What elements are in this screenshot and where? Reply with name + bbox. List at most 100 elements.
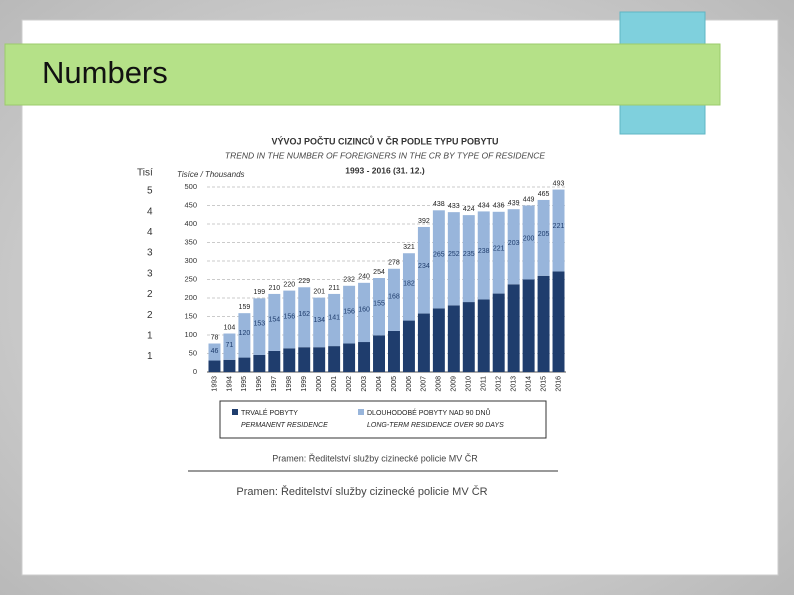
total-label: 210 <box>268 285 280 292</box>
bar-segment <box>522 279 535 372</box>
bar-segment <box>238 313 251 358</box>
total-label: 449 <box>523 196 535 203</box>
bar-segment <box>328 293 341 347</box>
chart-subtitle: TREND IN THE NUMBER OF FOREIGNERS IN THE… <box>225 150 546 160</box>
value-label: 234 <box>418 263 430 270</box>
value-label: 46 <box>211 348 219 355</box>
x-tick-label: 1998 <box>286 376 293 392</box>
total-label: 232 <box>343 277 355 284</box>
y-tick-label: 350 <box>184 237 197 246</box>
value-label: 153 <box>254 321 266 328</box>
bar-segment <box>343 285 356 344</box>
legend-label-en: PERMANENT RESIDENCE <box>241 422 328 429</box>
bar-segment <box>507 209 520 285</box>
bar-segment <box>537 199 550 276</box>
value-label: 154 <box>268 316 280 323</box>
total-label: 392 <box>418 218 430 225</box>
x-tick-label: 2001 <box>331 376 338 392</box>
value-label: 252 <box>448 251 460 258</box>
bar-segment <box>477 211 490 300</box>
value-label: 200 <box>523 236 535 243</box>
total-label: 211 <box>329 285 340 292</box>
bar-segment <box>358 342 371 372</box>
bar-segment <box>373 278 386 336</box>
total-label: 278 <box>388 260 400 267</box>
total-label: 424 <box>463 206 475 213</box>
bar-segment <box>283 290 296 349</box>
x-tick-label: 2014 <box>525 376 532 392</box>
bar-segment <box>253 298 266 355</box>
bar-segment <box>387 330 400 372</box>
value-label: 205 <box>538 231 550 238</box>
value-label: 221 <box>553 223 565 230</box>
bar-segment <box>537 275 550 372</box>
x-tick-label: 1996 <box>256 376 263 392</box>
total-label: 434 <box>478 202 490 209</box>
legend-box <box>219 400 547 439</box>
bar-segment <box>507 284 520 372</box>
x-tick-label: 1994 <box>226 376 233 392</box>
bar-segment <box>447 212 460 306</box>
value-label: 162 <box>298 311 310 318</box>
value-label: 221 <box>493 245 505 252</box>
bar-segment <box>238 357 251 372</box>
bar-segment <box>223 333 236 360</box>
bar-segment <box>402 253 415 321</box>
x-tick-label: 1995 <box>241 376 248 392</box>
overlay-text: 2 <box>147 310 153 321</box>
x-tick-label: 2005 <box>391 376 398 392</box>
bar-segment <box>358 282 371 343</box>
value-label: 168 <box>388 294 400 301</box>
x-tick-label: 2016 <box>555 376 562 392</box>
total-label: 159 <box>239 304 251 311</box>
legend-swatch <box>232 409 238 415</box>
bar-segment <box>253 354 266 372</box>
overlay-text: 5 <box>147 186 153 197</box>
bar-segment <box>552 189 565 272</box>
total-label: 199 <box>254 289 266 296</box>
total-label: 321 <box>403 244 415 251</box>
total-label: 436 <box>493 203 505 210</box>
legend-label: TRVALÉ POBYTY <box>241 408 298 417</box>
value-label: 141 <box>328 314 340 321</box>
x-tick-label: 2006 <box>406 376 413 392</box>
bar-segment <box>492 211 505 294</box>
x-tick-label: 1999 <box>301 376 308 392</box>
x-tick-label: 2015 <box>540 376 547 392</box>
bar-segment <box>432 210 445 309</box>
x-tick-label: 2003 <box>361 376 368 392</box>
legend-label: DLOUHODOBÉ POBYTY NAD 90 DNŮ <box>367 408 491 417</box>
x-tick-label: 2012 <box>496 376 503 392</box>
total-label: 78 <box>211 334 219 341</box>
x-tick-label: 2013 <box>510 376 517 392</box>
bar-segment <box>223 359 236 372</box>
bar-segment <box>477 299 490 372</box>
y-tick-label: 150 <box>184 311 197 320</box>
overlay-text: 4 <box>147 206 153 217</box>
y-tick-label: 500 <box>184 182 197 191</box>
y-axis-label: Tisíce / Thousands <box>177 170 245 179</box>
overlay-text: 2 <box>147 289 153 300</box>
chart-title: VÝVOJ POČTU CIZINCŮ V ČR PODLE TYPU POBY… <box>271 135 498 146</box>
value-label: 134 <box>313 317 325 324</box>
value-label: 160 <box>358 306 370 313</box>
bar-segment <box>313 297 326 348</box>
x-tick-label: 2010 <box>466 376 473 392</box>
total-label: 254 <box>373 269 385 276</box>
x-tick-label: 2007 <box>421 376 428 392</box>
value-label: 71 <box>226 342 234 349</box>
bar-segment <box>268 350 281 372</box>
x-tick-label: 2002 <box>346 376 353 392</box>
bar-segment <box>328 346 341 372</box>
legend-label-en: LONG-TERM RESIDENCE OVER 90 DAYS <box>367 422 504 429</box>
value-label: 156 <box>283 313 295 320</box>
value-label: 156 <box>343 309 355 316</box>
overlay-text: 1 <box>147 331 153 342</box>
title-banner <box>4 43 721 106</box>
bar-segment <box>373 335 386 372</box>
bar-segment <box>417 313 430 372</box>
total-label: 229 <box>298 278 310 285</box>
value-label: 182 <box>403 280 415 287</box>
y-tick-label: 300 <box>184 256 197 265</box>
